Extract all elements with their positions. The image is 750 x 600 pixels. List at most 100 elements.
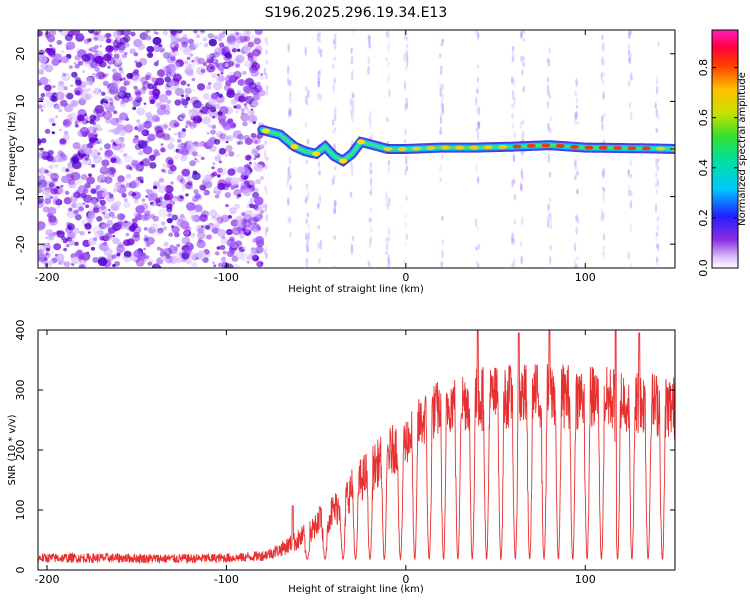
streak-dot bbox=[387, 42, 390, 53]
streak-dot bbox=[286, 178, 290, 187]
streak-dot bbox=[286, 65, 290, 75]
streak-dot bbox=[288, 215, 291, 223]
streak-dot bbox=[546, 100, 550, 109]
noise-blob bbox=[162, 169, 167, 173]
colorbar-label: Normalized spectral amplitude bbox=[737, 72, 748, 226]
noise-blob bbox=[94, 127, 99, 131]
noise-blob bbox=[97, 152, 101, 155]
noise-blob bbox=[84, 182, 91, 189]
noise-blob bbox=[158, 94, 168, 103]
noise-blob bbox=[154, 182, 160, 187]
noise-blob bbox=[116, 123, 121, 128]
streak-dot bbox=[602, 90, 605, 101]
noise-blob bbox=[176, 218, 186, 227]
noise-blob bbox=[189, 252, 198, 260]
colorbar: 0.0 0.2 0.4 0.6 0.8 Normalized spectral ampl… bbox=[697, 29, 748, 277]
noise-blob bbox=[71, 71, 78, 78]
streak-dot bbox=[575, 104, 579, 109]
streak-dot bbox=[522, 37, 526, 43]
streak-dot bbox=[306, 212, 310, 218]
streak-dot bbox=[385, 237, 388, 243]
noise-blob bbox=[259, 75, 264, 80]
noise-blob bbox=[220, 214, 230, 223]
streak-dot bbox=[368, 34, 372, 41]
noise-blob bbox=[102, 111, 113, 120]
noise-blob bbox=[247, 52, 254, 58]
streak-dot bbox=[404, 213, 407, 220]
noise-blob bbox=[109, 47, 112, 50]
streak-dot bbox=[519, 240, 523, 247]
noise-blob bbox=[230, 99, 237, 105]
noise-blob bbox=[244, 95, 255, 105]
streak-dot bbox=[602, 244, 606, 251]
noise-blob bbox=[224, 62, 230, 67]
noise-blob bbox=[83, 223, 88, 227]
streak-dot bbox=[549, 95, 552, 100]
noise-blob bbox=[107, 208, 111, 212]
noise-blob bbox=[53, 53, 63, 62]
noise-blob bbox=[162, 226, 168, 231]
streak-dot bbox=[627, 189, 631, 197]
noise-blob bbox=[175, 251, 179, 255]
noise-blob bbox=[110, 157, 117, 164]
noise-blob bbox=[252, 216, 260, 223]
streak-dot bbox=[547, 127, 551, 133]
noise-blob bbox=[61, 154, 69, 161]
noise-blob bbox=[208, 109, 219, 119]
noise-blob bbox=[147, 83, 154, 90]
streak-dot bbox=[306, 246, 309, 253]
noise-blob bbox=[123, 256, 131, 263]
noise-blob bbox=[229, 236, 235, 242]
noise-blob bbox=[60, 260, 67, 266]
noise-blob bbox=[94, 66, 100, 72]
noise-blob bbox=[219, 133, 226, 140]
noise-blob bbox=[236, 35, 245, 44]
streak-dot bbox=[368, 43, 372, 49]
streak-dot bbox=[331, 119, 335, 126]
noise-blob bbox=[112, 237, 120, 245]
streak-dot bbox=[333, 199, 337, 207]
noise-blob bbox=[38, 69, 45, 75]
streak-dot bbox=[574, 90, 578, 97]
streak-dot bbox=[657, 115, 660, 121]
noise-blob bbox=[48, 182, 55, 188]
noise-blob bbox=[64, 190, 70, 195]
noise-blob bbox=[114, 260, 121, 267]
streak-dot bbox=[370, 226, 373, 234]
streak-dot bbox=[287, 198, 291, 206]
noise-blob bbox=[179, 36, 189, 45]
noise-blob bbox=[250, 132, 257, 138]
noise-blob bbox=[165, 253, 171, 259]
streak-dot bbox=[318, 69, 321, 75]
ridge-hotspot bbox=[312, 151, 321, 157]
noise-blob bbox=[183, 246, 192, 255]
streak-dot bbox=[600, 208, 604, 215]
noise-blob bbox=[246, 109, 252, 115]
noise-blob bbox=[88, 173, 92, 177]
noise-blob bbox=[193, 30, 198, 34]
noise-blob bbox=[235, 240, 242, 247]
noise-blob bbox=[150, 223, 158, 230]
streak-dot bbox=[521, 176, 524, 182]
streak-dot bbox=[387, 254, 390, 265]
streak-dot bbox=[367, 65, 370, 76]
noise-blob bbox=[45, 35, 49, 39]
streak-dot bbox=[476, 131, 480, 141]
noise-blob bbox=[125, 182, 132, 188]
streak-dot bbox=[333, 106, 337, 115]
streak-dot bbox=[349, 191, 353, 198]
streak-dot bbox=[403, 82, 407, 92]
streak-dot bbox=[317, 77, 320, 88]
noise-blob bbox=[92, 207, 100, 214]
streak-dot bbox=[520, 30, 524, 38]
noise-blob bbox=[105, 223, 110, 228]
streak-dot bbox=[476, 76, 480, 84]
noise-blob bbox=[140, 130, 146, 135]
noise-blob bbox=[96, 215, 103, 222]
noise-blob bbox=[51, 122, 56, 127]
noise-blob bbox=[242, 30, 252, 38]
noise-blob bbox=[104, 95, 110, 102]
noise-blob bbox=[134, 95, 143, 103]
noise-blob bbox=[213, 35, 219, 40]
noise-blob bbox=[90, 246, 96, 251]
